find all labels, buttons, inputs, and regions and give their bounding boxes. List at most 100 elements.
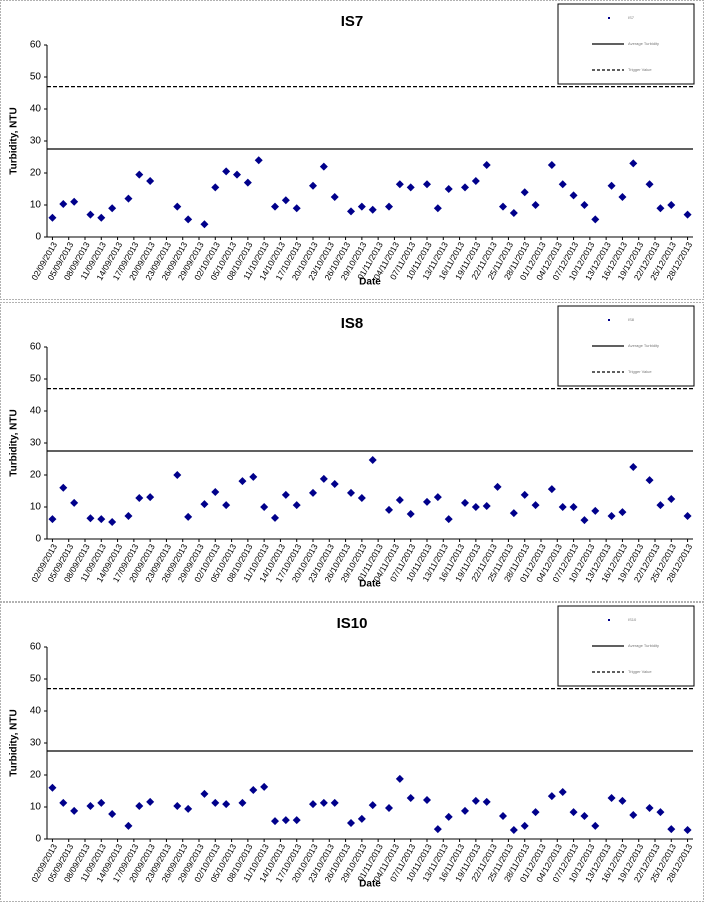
y-axis-title: Turbidity, NTU [9, 409, 20, 476]
data-point [482, 161, 491, 169]
legend-label: Trigger Value [628, 669, 652, 674]
data-point [580, 516, 589, 525]
data-point [200, 500, 209, 509]
data-point [347, 207, 355, 216]
legend-marker [608, 17, 610, 19]
data-point [406, 183, 415, 192]
data-point [580, 811, 589, 820]
data-point [292, 204, 301, 213]
data-point [70, 498, 79, 507]
data-point [461, 498, 469, 507]
data-point [211, 798, 220, 807]
data-point [461, 806, 469, 815]
data-point [591, 215, 600, 224]
data-point [509, 826, 518, 835]
y-tick-label: 10 [30, 200, 42, 211]
data-point [330, 193, 339, 201]
data-point [330, 479, 339, 488]
y-tick-label: 20 [30, 470, 42, 481]
chart-title: IS8 [341, 315, 364, 332]
data-point [211, 487, 220, 496]
data-point [471, 503, 480, 511]
data-point [70, 197, 79, 206]
data-point [249, 472, 258, 481]
panel: IS7010203040506002/09/201305/09/201308/0… [0, 0, 704, 300]
data-point [184, 512, 193, 521]
data-point [569, 808, 578, 817]
data-point [618, 193, 627, 201]
data-point [108, 518, 117, 527]
data-point [86, 210, 95, 219]
y-axis-title: Turbidity, NTU [9, 709, 20, 776]
data-point [124, 821, 133, 830]
data-point [531, 808, 540, 817]
data-point [347, 488, 355, 497]
x-axis-title: Date [359, 879, 381, 890]
data-point [385, 505, 393, 514]
data-point [124, 194, 133, 203]
data-point [59, 483, 68, 492]
data-point [683, 511, 692, 520]
y-tick-label: 60 [30, 40, 42, 51]
data-point [482, 797, 491, 806]
y-tick-label: 40 [30, 104, 42, 115]
data-point [260, 503, 269, 511]
data-point [97, 798, 106, 807]
data-point [607, 511, 616, 520]
data-point [124, 511, 133, 520]
data-point [271, 817, 279, 826]
legend-box [557, 605, 695, 687]
y-tick-label: 20 [30, 770, 42, 781]
data-point [309, 181, 317, 190]
data-point [629, 159, 638, 168]
data-point [200, 220, 209, 229]
data-point [395, 495, 404, 504]
legend-label: IS8 [628, 317, 635, 322]
data-point [233, 170, 241, 179]
data-point [629, 811, 638, 819]
data-point [108, 204, 117, 213]
data-point [618, 508, 627, 517]
data-point [509, 209, 518, 217]
legend-label: Average Turbidity [628, 643, 659, 648]
y-tick-label: 50 [30, 674, 42, 685]
x-axis-title: Date [359, 277, 381, 288]
data-point [433, 493, 442, 502]
data-point [406, 510, 415, 519]
data-point [292, 816, 301, 825]
data-point [433, 204, 442, 213]
data-point [309, 800, 317, 809]
data-point [493, 482, 502, 491]
data-point [108, 810, 117, 819]
y-tick-label: 0 [35, 534, 41, 545]
data-point [135, 802, 144, 811]
data-point [618, 796, 627, 805]
data-point [471, 796, 480, 805]
data-point [499, 811, 507, 820]
y-tick-label: 40 [30, 406, 42, 417]
legend-box [557, 3, 695, 85]
data-point [499, 202, 507, 211]
data-point [146, 797, 155, 806]
data-point [319, 798, 328, 807]
data-point [243, 178, 252, 187]
data-point [368, 801, 377, 810]
data-point [509, 509, 518, 518]
data-point [683, 826, 692, 835]
data-point [59, 200, 68, 209]
data-point [135, 170, 144, 179]
data-point [580, 201, 589, 209]
legend-label: Trigger Value [628, 67, 652, 72]
data-point [444, 515, 453, 524]
data-point [531, 201, 540, 209]
x-axis-title: Date [359, 579, 381, 590]
data-point [569, 503, 578, 511]
data-point [146, 177, 155, 185]
data-point [423, 795, 431, 804]
data-point [656, 501, 665, 510]
data-point [444, 812, 453, 821]
y-tick-label: 20 [30, 168, 42, 179]
y-tick-label: 30 [30, 136, 42, 147]
data-point [309, 488, 317, 497]
